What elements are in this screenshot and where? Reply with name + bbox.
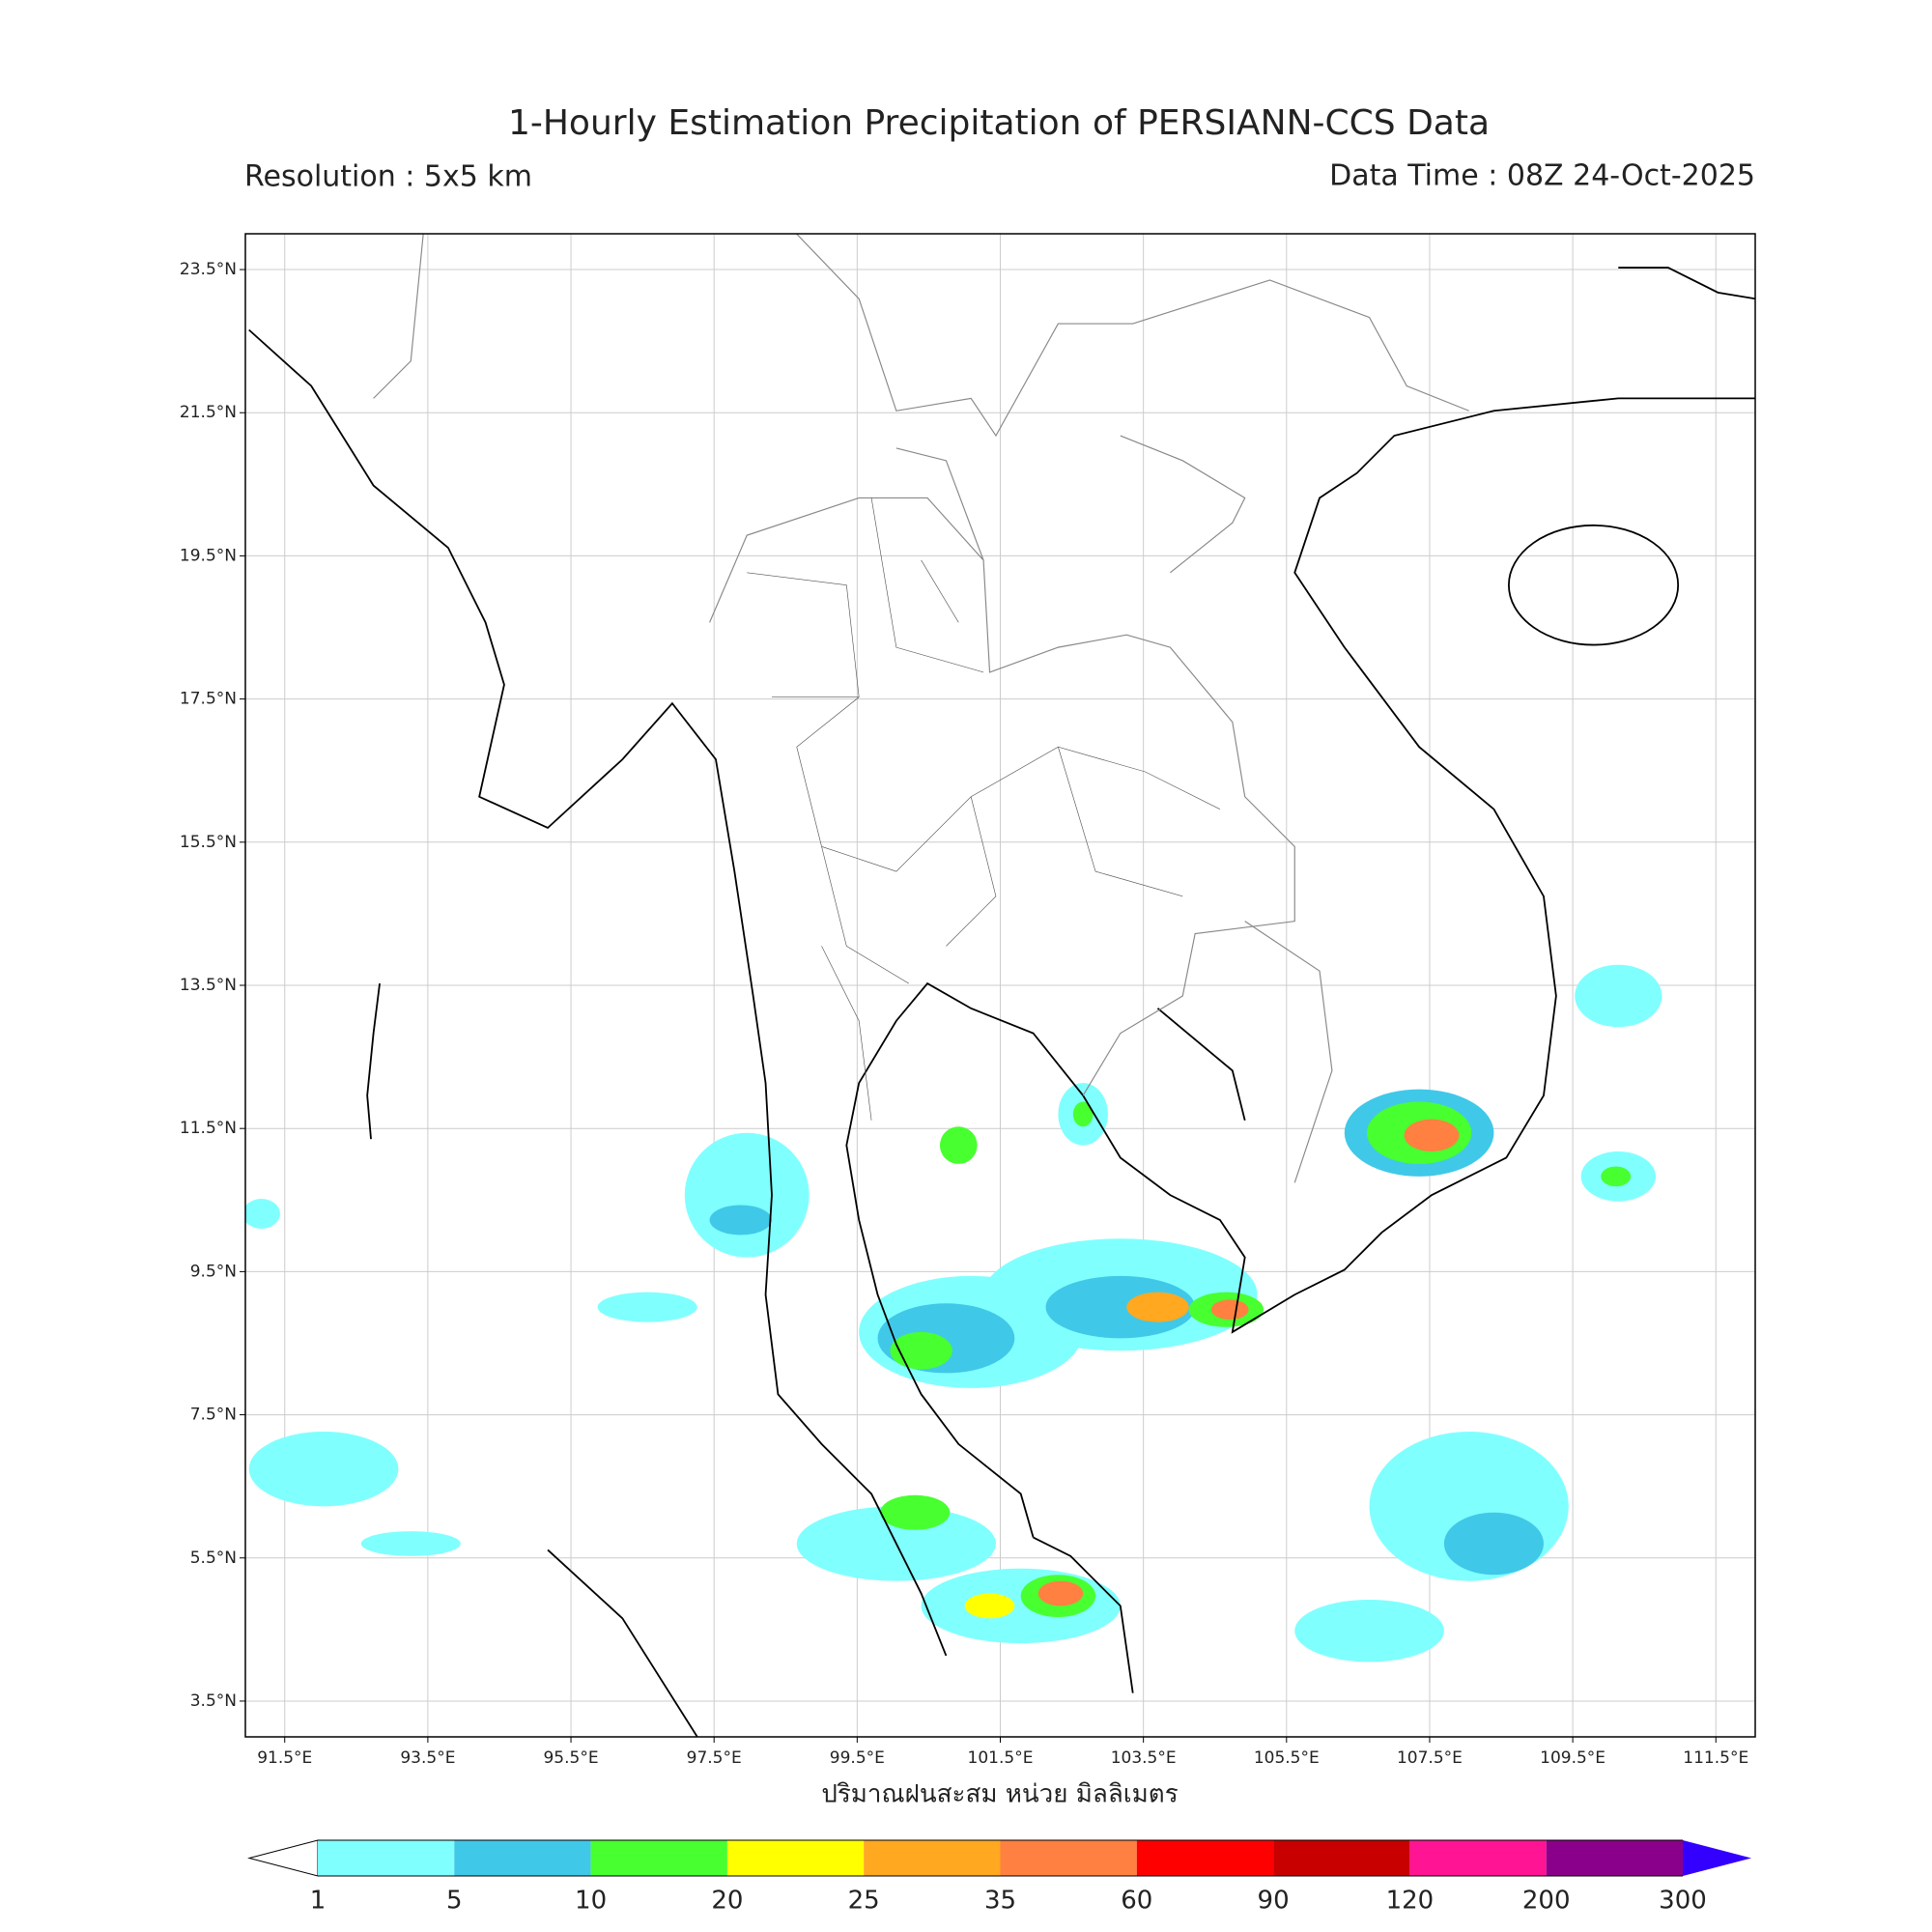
colorbar-box xyxy=(1273,1840,1410,1876)
y-tick-label: 7.5°N xyxy=(190,1406,237,1425)
colorbar-box xyxy=(318,1840,455,1876)
colorbar-label: 60 xyxy=(1121,1887,1152,1916)
colorbar: 1 5 10 20 25 35 60 90 120 200 300 xyxy=(247,1839,1751,1916)
colorbar-label: 25 xyxy=(848,1887,880,1916)
x-tick-label: 97.5°E xyxy=(687,1748,742,1768)
x-tick-label: 109.5°E xyxy=(1540,1748,1605,1768)
colorbar-box xyxy=(864,1840,1001,1876)
colorbar-box xyxy=(1546,1840,1683,1876)
colorbar-box xyxy=(454,1840,591,1876)
x-tick-label: 111.5°E xyxy=(1683,1748,1748,1768)
colorbar-box xyxy=(726,1840,865,1876)
y-tick-label: 23.5°N xyxy=(180,260,237,279)
y-tick-label: 5.5°N xyxy=(190,1548,237,1568)
colorbar-label: 120 xyxy=(1386,1887,1435,1916)
y-tick-label: 11.5°N xyxy=(180,1119,237,1138)
y-tick-label: 9.5°N xyxy=(190,1262,237,1281)
colorbar-box xyxy=(1409,1840,1547,1876)
coastlines xyxy=(248,234,1755,1737)
colorbar-under xyxy=(247,1839,319,1877)
colorbar-label: 5 xyxy=(446,1887,463,1916)
resolution: Resolution : 5x5 km xyxy=(244,160,532,194)
x-tick-label: 93.5°E xyxy=(400,1748,455,1768)
y-tick-label: 13.5°N xyxy=(180,976,237,995)
rain-field xyxy=(245,964,1662,1662)
y-tick-label: 17.5°N xyxy=(180,690,237,709)
colorbar-label: 200 xyxy=(1522,1887,1571,1916)
colorbar-box xyxy=(1000,1840,1137,1876)
colorbar-box xyxy=(590,1840,727,1876)
x-axis-label: ปริมาณฝนสะสม หน่วย มิลลิเมตร xyxy=(821,1780,1178,1809)
colorbar-box xyxy=(1136,1840,1274,1876)
colorbar-label: 35 xyxy=(984,1887,1016,1916)
y-tick-label: 3.5°N xyxy=(190,1691,237,1711)
colorbar-label: 300 xyxy=(1659,1887,1707,1916)
x-tick-label: 103.5°E xyxy=(1111,1748,1177,1768)
x-tick-label: 95.5°E xyxy=(543,1748,598,1768)
colorbar-label: 1 xyxy=(310,1887,327,1916)
colorbar-label: 20 xyxy=(711,1887,743,1916)
y-tick-label: 21.5°N xyxy=(180,403,237,422)
x-tick-label: 107.5°E xyxy=(1397,1748,1463,1768)
x-tick-label: 101.5°E xyxy=(968,1748,1034,1768)
colorbar-label: 10 xyxy=(575,1887,607,1916)
data-time: Data Time : 08Z 24-Oct-2025 xyxy=(1329,159,1755,193)
title: 1-Hourly Estimation Precipitation of PER… xyxy=(508,103,1490,143)
x-tick-label: 91.5°E xyxy=(257,1748,312,1768)
x-tick-label: 99.5°E xyxy=(830,1748,885,1768)
colorbar-label: 90 xyxy=(1258,1887,1290,1916)
map-content xyxy=(245,234,1755,1737)
colorbar-over xyxy=(1683,1840,1751,1876)
y-tick-label: 15.5°N xyxy=(180,833,237,852)
x-tick-label: 105.5°E xyxy=(1254,1748,1320,1768)
y-tick-label: 19.5°N xyxy=(180,546,237,565)
